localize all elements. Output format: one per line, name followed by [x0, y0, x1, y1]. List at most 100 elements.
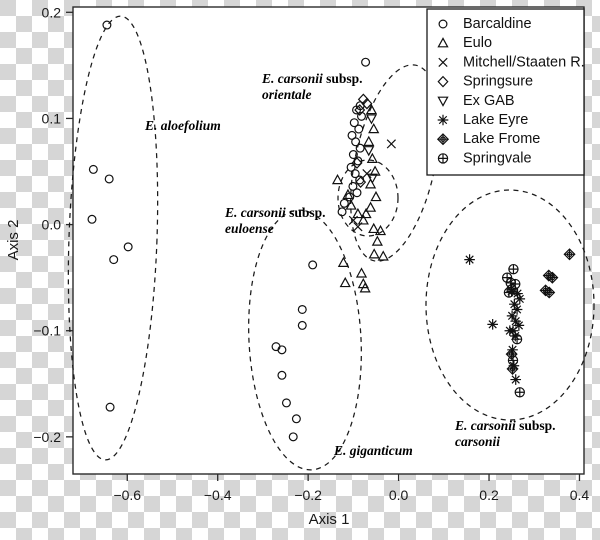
series-mitchell-staaten-r [348, 139, 396, 232]
data-point [508, 264, 519, 274]
legend-item-lake-frome[interactable]: Lake Frome [436, 131, 541, 147]
data-point [277, 370, 287, 380]
data-point [510, 374, 522, 385]
ellipse-euloense [337, 159, 399, 237]
data-point [364, 201, 377, 212]
data-point [506, 348, 517, 360]
data-point [342, 188, 354, 200]
legend-item-lake-eyre[interactable]: Lake Eyre [437, 112, 529, 128]
data-point [363, 135, 375, 146]
data-point [354, 104, 366, 116]
legend-item-springvale[interactable]: Springvale [437, 150, 532, 166]
legend-item-eulo[interactable]: Eulo [437, 35, 492, 51]
label-giganticum: E. giganticum [333, 443, 413, 458]
data-point [509, 298, 520, 310]
diamond-plus-icon [437, 134, 449, 145]
data-point [509, 330, 521, 342]
data-point [123, 242, 133, 252]
data-point [366, 173, 378, 184]
data-point [350, 169, 360, 179]
data-point [87, 214, 97, 224]
data-point [487, 319, 498, 330]
y-tick-label: 0.2 [42, 4, 62, 20]
legend-item-springsure[interactable]: Springsure [437, 74, 533, 90]
data-point [368, 123, 380, 134]
cluster-annotations: E. aloefolium E. carsonii subsp. orientale… [144, 71, 556, 458]
data-point [386, 139, 396, 149]
data-point [104, 174, 114, 184]
data-point [339, 276, 351, 288]
series-lake-frome [505, 248, 576, 375]
data-points [87, 20, 576, 442]
legend[interactable]: Barcaldine Eulo Mitchell/Staaten R. Springs… [426, 8, 585, 176]
series-springsure [351, 93, 373, 189]
data-point [281, 398, 291, 408]
data-point [297, 304, 307, 314]
data-point [508, 355, 518, 366]
data-point [515, 387, 525, 397]
data-point [351, 157, 363, 169]
data-point [549, 274, 556, 281]
series-ex-gab [363, 114, 378, 184]
data-point [357, 214, 369, 225]
legend-box [426, 8, 585, 176]
data-point [348, 150, 358, 160]
data-point [370, 190, 382, 202]
data-point [368, 222, 380, 234]
data-point [506, 310, 518, 322]
data-point [277, 345, 287, 355]
asterisk-icon [437, 114, 449, 126]
data-point [352, 105, 362, 115]
data-point [351, 137, 361, 147]
data-point [566, 251, 573, 258]
x-axis-label: Axis 1 [309, 511, 350, 528]
data-point [354, 124, 364, 134]
data-point [345, 199, 357, 210]
data-point [337, 207, 347, 217]
data-point [543, 287, 555, 298]
data-point [377, 250, 389, 261]
diamond-plus-icon [440, 136, 446, 142]
label-carsonii-orientale: E. carsonii subsp. orientale [261, 71, 363, 102]
data-point [355, 267, 368, 278]
ellipse-carsonii [425, 189, 595, 421]
data-point [504, 325, 516, 337]
legend-item-ex-gab[interactable]: Ex GAB [437, 93, 515, 109]
y-axis-label: Axis 2 [5, 220, 22, 261]
data-point [355, 143, 365, 153]
legend-label: Ex GAB [463, 93, 515, 109]
data-point [510, 315, 522, 327]
data-point [102, 20, 112, 30]
legend-item-barcaldine[interactable]: Barcaldine [438, 16, 532, 32]
data-point [364, 178, 377, 189]
x-tick-label: −0.2 [294, 487, 322, 503]
legend-label: Springsure [463, 74, 533, 90]
circle-icon [438, 19, 448, 29]
x-tick-label: 0.2 [479, 487, 499, 503]
cluster-ellipses [67, 15, 595, 471]
data-point [504, 287, 514, 298]
y-tick-label: −0.2 [33, 429, 61, 445]
data-point [331, 173, 344, 185]
legend-label: Lake Eyre [463, 112, 528, 128]
data-point [512, 334, 522, 344]
data-point [349, 118, 359, 128]
legend-label: Eulo [463, 35, 492, 51]
data-point [514, 293, 526, 305]
data-point [348, 215, 358, 225]
x-tick-label: 0.0 [389, 487, 409, 503]
label-carsonii-euloense: E. carsonii subsp. euloense [224, 205, 326, 236]
data-point [547, 272, 558, 283]
x-tick-label: −0.6 [113, 487, 141, 503]
data-point [355, 176, 367, 189]
label-aloefolium: E. aloefolium [144, 118, 221, 133]
legend-label: Barcaldine [463, 16, 532, 32]
data-point [513, 320, 525, 331]
legend-item-mitchell-staaten-r[interactable]: Mitchell/Staaten R. [438, 54, 585, 70]
x-tick-label: 0.4 [570, 487, 590, 503]
circle-plus-icon [438, 153, 448, 163]
axis-ticks: −0.6 −0.4 −0.2 0.0 0.2 0.4 0.2 0.1 0.0 −0.1 −0.2 [33, 4, 589, 503]
data-point [371, 235, 383, 246]
triangle-down-icon [437, 96, 449, 107]
